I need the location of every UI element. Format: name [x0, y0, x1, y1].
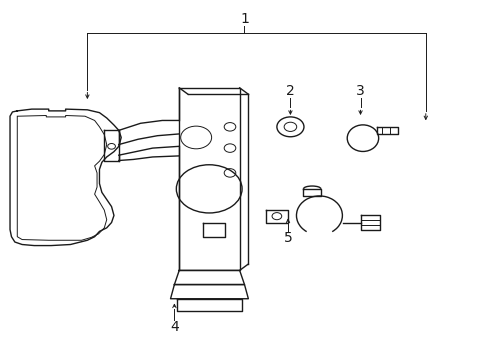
Text: 2: 2 [285, 85, 294, 99]
Text: 3: 3 [355, 85, 364, 99]
Text: 1: 1 [240, 12, 248, 26]
Text: 5: 5 [283, 231, 292, 246]
Text: 4: 4 [170, 320, 179, 334]
